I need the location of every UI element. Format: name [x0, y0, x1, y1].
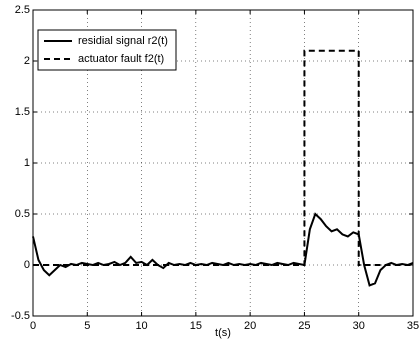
x-tick-label: 20	[244, 320, 256, 332]
axes-box	[32, 9, 414, 317]
x-tick-label: 10	[135, 320, 147, 332]
x-tick-label: 15	[190, 320, 202, 332]
y-tick-label: 1.5	[15, 106, 30, 118]
x-tick-label: 25	[298, 320, 310, 332]
y-tick-label: 2.5	[15, 4, 30, 16]
legend-label: actuator fault f2(t)	[78, 53, 164, 65]
y-tick-label: -0.5	[11, 310, 30, 322]
x-tick-label: 35	[407, 320, 419, 332]
x-tick-label: 0	[30, 320, 36, 332]
x-axis-label: t(s)	[215, 327, 231, 339]
y-tick-label: 0.5	[15, 208, 30, 220]
y-tick-label: 1	[24, 157, 30, 169]
data-line	[33, 49, 413, 266]
x-tick-label: 30	[353, 320, 365, 332]
y-tick-label: 2	[24, 55, 30, 67]
x-tick-label: 5	[84, 320, 90, 332]
y-tick-label: 0	[24, 259, 30, 271]
legend-box	[37, 29, 177, 71]
legend-label: residial signal r2(t)	[78, 35, 168, 47]
